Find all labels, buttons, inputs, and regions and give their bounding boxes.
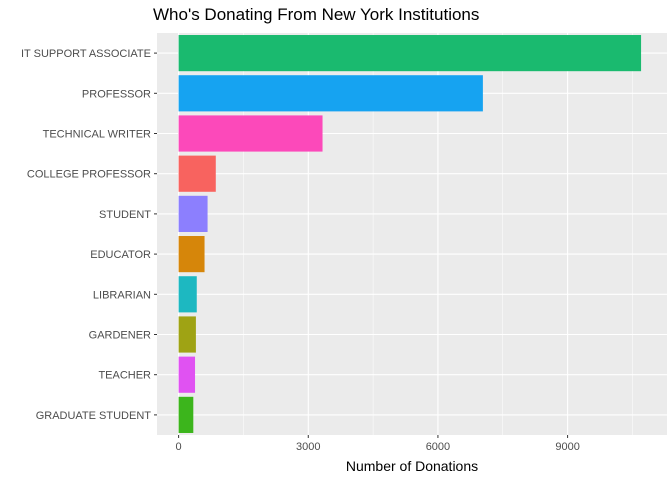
bars: [178, 35, 642, 433]
y-tick-label: TEACHER: [98, 370, 151, 382]
bar: [178, 276, 197, 313]
x-axis-title: Number of Donations: [346, 458, 478, 474]
x-axis: 0 3000 6000 9000: [176, 435, 580, 453]
y-tick-label: IT SUPPORT ASSOCIATE: [21, 48, 151, 60]
bar: [178, 35, 642, 72]
x-tick-label: 6000: [426, 441, 450, 453]
chart-title: Who's Donating From New York Institution…: [153, 5, 480, 24]
y-tick-label: COLLEGE PROFESSOR: [27, 169, 151, 181]
x-tick-label: 9000: [555, 441, 579, 453]
bar: [178, 356, 196, 393]
bar: [178, 195, 208, 232]
bar: [178, 396, 194, 433]
y-tick-label: GRADUATE STUDENT: [36, 410, 152, 422]
y-tick-label: STUDENT: [99, 209, 151, 221]
y-tick-label: GARDENER: [89, 330, 151, 342]
bar: [178, 155, 216, 192]
y-tick-label: TECHNICAL WRITER: [43, 129, 151, 141]
bar: [178, 75, 483, 112]
bar: [178, 316, 196, 353]
x-tick-label: 3000: [296, 441, 320, 453]
y-tick-label: PROFESSOR: [82, 88, 151, 100]
y-tick-label: EDUCATOR: [90, 249, 151, 261]
bar: [178, 115, 323, 152]
bar: [178, 236, 205, 273]
y-tick-label: LIBRARIAN: [93, 289, 151, 301]
y-axis: IT SUPPORT ASSOCIATE PROFESSOR TECHNICAL W…: [21, 48, 157, 422]
x-tick-label: 0: [176, 441, 182, 453]
